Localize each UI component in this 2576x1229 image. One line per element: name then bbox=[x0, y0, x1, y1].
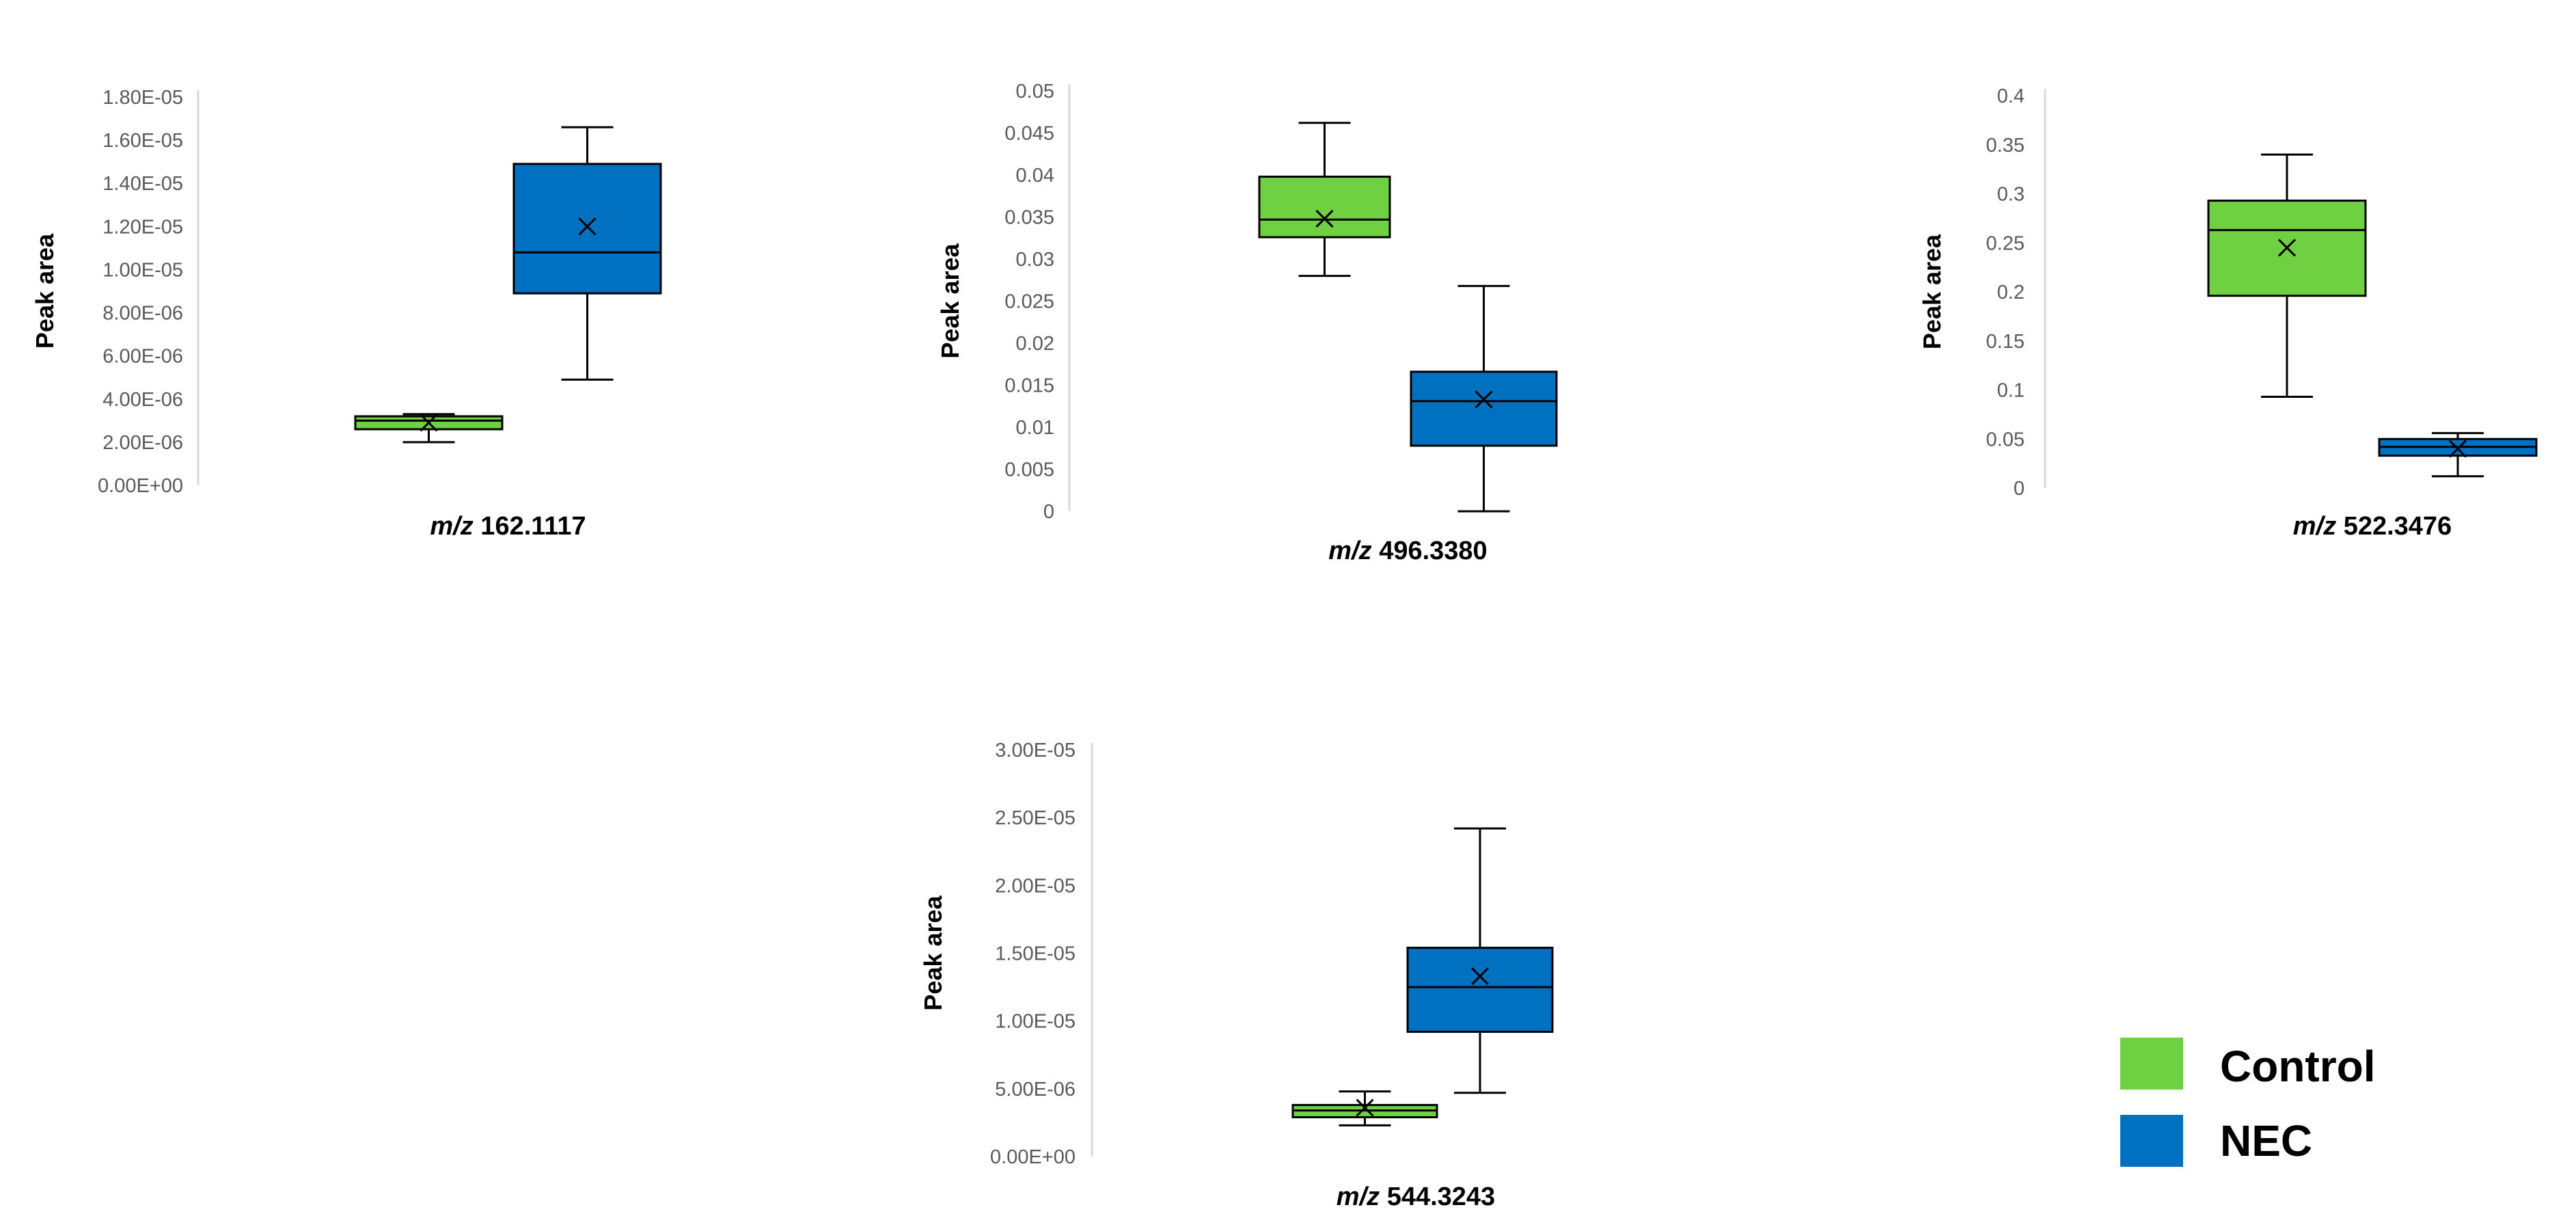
y-tick-label: 1.00E-05 bbox=[995, 1011, 1075, 1033]
x-axis-label: m/z 162.1117 bbox=[430, 512, 586, 541]
y-tick-label: 0.045 bbox=[1004, 123, 1054, 145]
y-tick-label: 0.025 bbox=[1004, 291, 1054, 313]
y-tick-label: 0.35 bbox=[1986, 135, 2025, 157]
iqr-box bbox=[1406, 947, 1554, 1034]
y-tick-label: 0.005 bbox=[1004, 459, 1054, 481]
box-nec bbox=[1406, 827, 1554, 1094]
mean-marker bbox=[2448, 440, 2467, 458]
legend-swatch-nec bbox=[2120, 1115, 2183, 1167]
y-tick-label: 6.00E-06 bbox=[102, 346, 183, 368]
box-control bbox=[1258, 122, 1391, 278]
mean-marker bbox=[2277, 239, 2297, 257]
y-tick-label: 1.60E-05 bbox=[102, 130, 183, 152]
y-tick-label: 5.00E-06 bbox=[995, 1079, 1075, 1100]
mean-marker bbox=[1356, 1098, 1374, 1117]
y-tick-label: 0.2 bbox=[1997, 282, 2025, 303]
chart-panel-4: 0.00E+00 5.00E-06 1.00E-05 1.50E-05 2.00E-05… bbox=[919, 740, 1554, 1211]
iqr-box bbox=[1258, 175, 1391, 239]
y-tick-label: 0.00E+00 bbox=[98, 475, 183, 497]
legend-swatch-control bbox=[2120, 1038, 2183, 1090]
y-tick-label: 2.00E-06 bbox=[102, 432, 183, 454]
box-control bbox=[1291, 1090, 1438, 1126]
mean-marker bbox=[1315, 209, 1334, 228]
y-tick-label: 0.3 bbox=[1997, 184, 2025, 206]
y-tick-label: 0.05 bbox=[1986, 429, 2025, 450]
y-tick-label: 0.05 bbox=[1016, 81, 1054, 103]
y-tick-label: 0.035 bbox=[1004, 207, 1054, 229]
chart-panel-3: 0 0.05 0.1 0.15 0.2 0.25 0.3 0.35 0.4 Peak area m/… bbox=[1918, 85, 2538, 541]
y-tick-label: 1.50E-05 bbox=[995, 943, 1075, 965]
y-tick-label: 8.00E-06 bbox=[102, 303, 183, 325]
y-tick-label: 0.04 bbox=[1016, 165, 1054, 187]
mean-marker bbox=[1475, 390, 1493, 409]
y-axis-label: Peak area bbox=[1918, 234, 1946, 349]
y-tick-label: 1.00E-05 bbox=[102, 259, 183, 281]
iqr-box bbox=[512, 163, 662, 295]
y-tick-label: 0.1 bbox=[1997, 380, 2025, 402]
y-tick-label: 0.25 bbox=[1986, 232, 2025, 254]
iqr-box bbox=[1410, 370, 1558, 447]
x-axis-label: m/z 544.3243 bbox=[1337, 1183, 1495, 1211]
box-nec bbox=[1410, 284, 1558, 513]
y-tick-label: 0.02 bbox=[1016, 333, 1054, 355]
x-axis-label: m/z 522.3476 bbox=[2293, 512, 2452, 541]
y-axis-label: Peak area bbox=[919, 895, 947, 1010]
box-nec bbox=[2378, 432, 2538, 478]
legend-label-nec: NEC bbox=[2220, 1116, 2312, 1165]
legend-label-control: Control bbox=[2220, 1042, 2376, 1091]
y-tick-label: 3.00E-05 bbox=[995, 740, 1075, 761]
legend: Control NEC bbox=[2120, 1038, 2376, 1167]
chart-panel-2: 0 0.005 0.01 0.015 0.02 0.025 0.03 0.035 0.04 0.0… bbox=[936, 81, 1558, 565]
mean-marker bbox=[420, 414, 438, 432]
y-tick-label: 0.15 bbox=[1986, 331, 2025, 353]
box-control bbox=[354, 413, 504, 444]
y-tick-label: 0.4 bbox=[1997, 85, 2025, 107]
y-tick-label: 0 bbox=[1043, 501, 1054, 523]
y-tick-label: 0.015 bbox=[1004, 375, 1054, 397]
mean-marker bbox=[1470, 967, 1490, 986]
mean-marker bbox=[578, 217, 597, 236]
y-tick-label: 2.00E-05 bbox=[995, 875, 1075, 897]
y-axis-label: Peak area bbox=[936, 243, 964, 358]
y-tick-label: 0 bbox=[2014, 478, 2025, 500]
box-control bbox=[2207, 153, 2367, 399]
box-nec bbox=[512, 126, 662, 381]
y-tick-label: 0.03 bbox=[1016, 249, 1054, 271]
y-axis-label: Peak area bbox=[31, 233, 59, 349]
y-tick-label: 1.80E-05 bbox=[102, 87, 183, 109]
y-tick-label: 0.01 bbox=[1016, 417, 1054, 439]
chart-panel-1: 0.00E+00 2.00E-06 4.00E-06 6.00E-06 8.00E-06… bbox=[31, 87, 662, 541]
y-tick-label: 1.20E-05 bbox=[102, 216, 183, 238]
y-tick-label: 2.50E-05 bbox=[995, 807, 1075, 829]
x-axis-label: m/z 496.3380 bbox=[1328, 537, 1487, 565]
y-tick-label: 0.00E+00 bbox=[990, 1146, 1075, 1168]
y-tick-label: 1.40E-05 bbox=[102, 173, 183, 195]
y-tick-label: 4.00E-06 bbox=[102, 389, 183, 411]
